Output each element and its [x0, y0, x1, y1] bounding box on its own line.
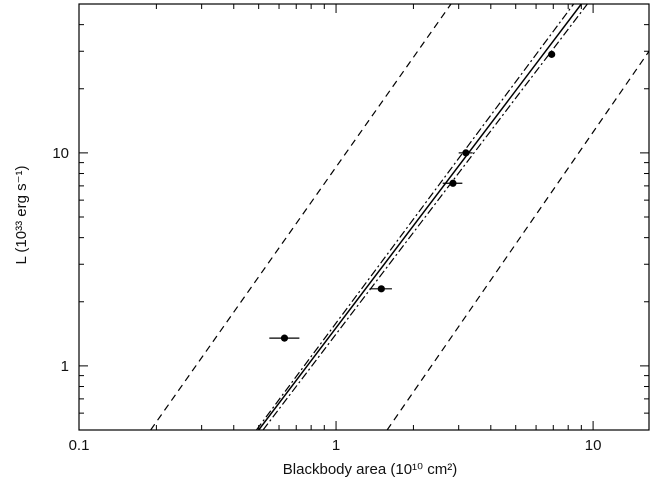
x-tick-label: 1	[332, 437, 340, 454]
x-tick-label: 10	[585, 437, 602, 454]
dashdot-line	[262, 4, 588, 430]
axis-ticks	[78, 3, 649, 431]
x-axis-label: Blackbody area (10¹⁰ cm²)	[283, 461, 457, 478]
data-point	[548, 50, 556, 58]
dashed-line	[386, 50, 649, 430]
plot-border	[78, 3, 650, 431]
dashdot-line	[255, 4, 575, 430]
data-point	[449, 179, 457, 187]
x-tick-label: 0.1	[69, 437, 90, 454]
data-points	[269, 50, 556, 342]
y-axis-label: L (10³³ erg s⁻¹)	[13, 165, 30, 264]
y-tick-label: 1	[61, 358, 69, 375]
dashed-line	[150, 4, 452, 430]
tick-labels: 0.1 1 10 1 10	[52, 145, 601, 454]
plot-frame	[78, 3, 650, 431]
fit-lines	[150, 4, 649, 430]
data-point	[462, 149, 470, 157]
solid-line	[258, 4, 582, 430]
data-point	[280, 334, 289, 342]
y-tick-label: 10	[52, 145, 69, 162]
data-point	[377, 285, 385, 293]
